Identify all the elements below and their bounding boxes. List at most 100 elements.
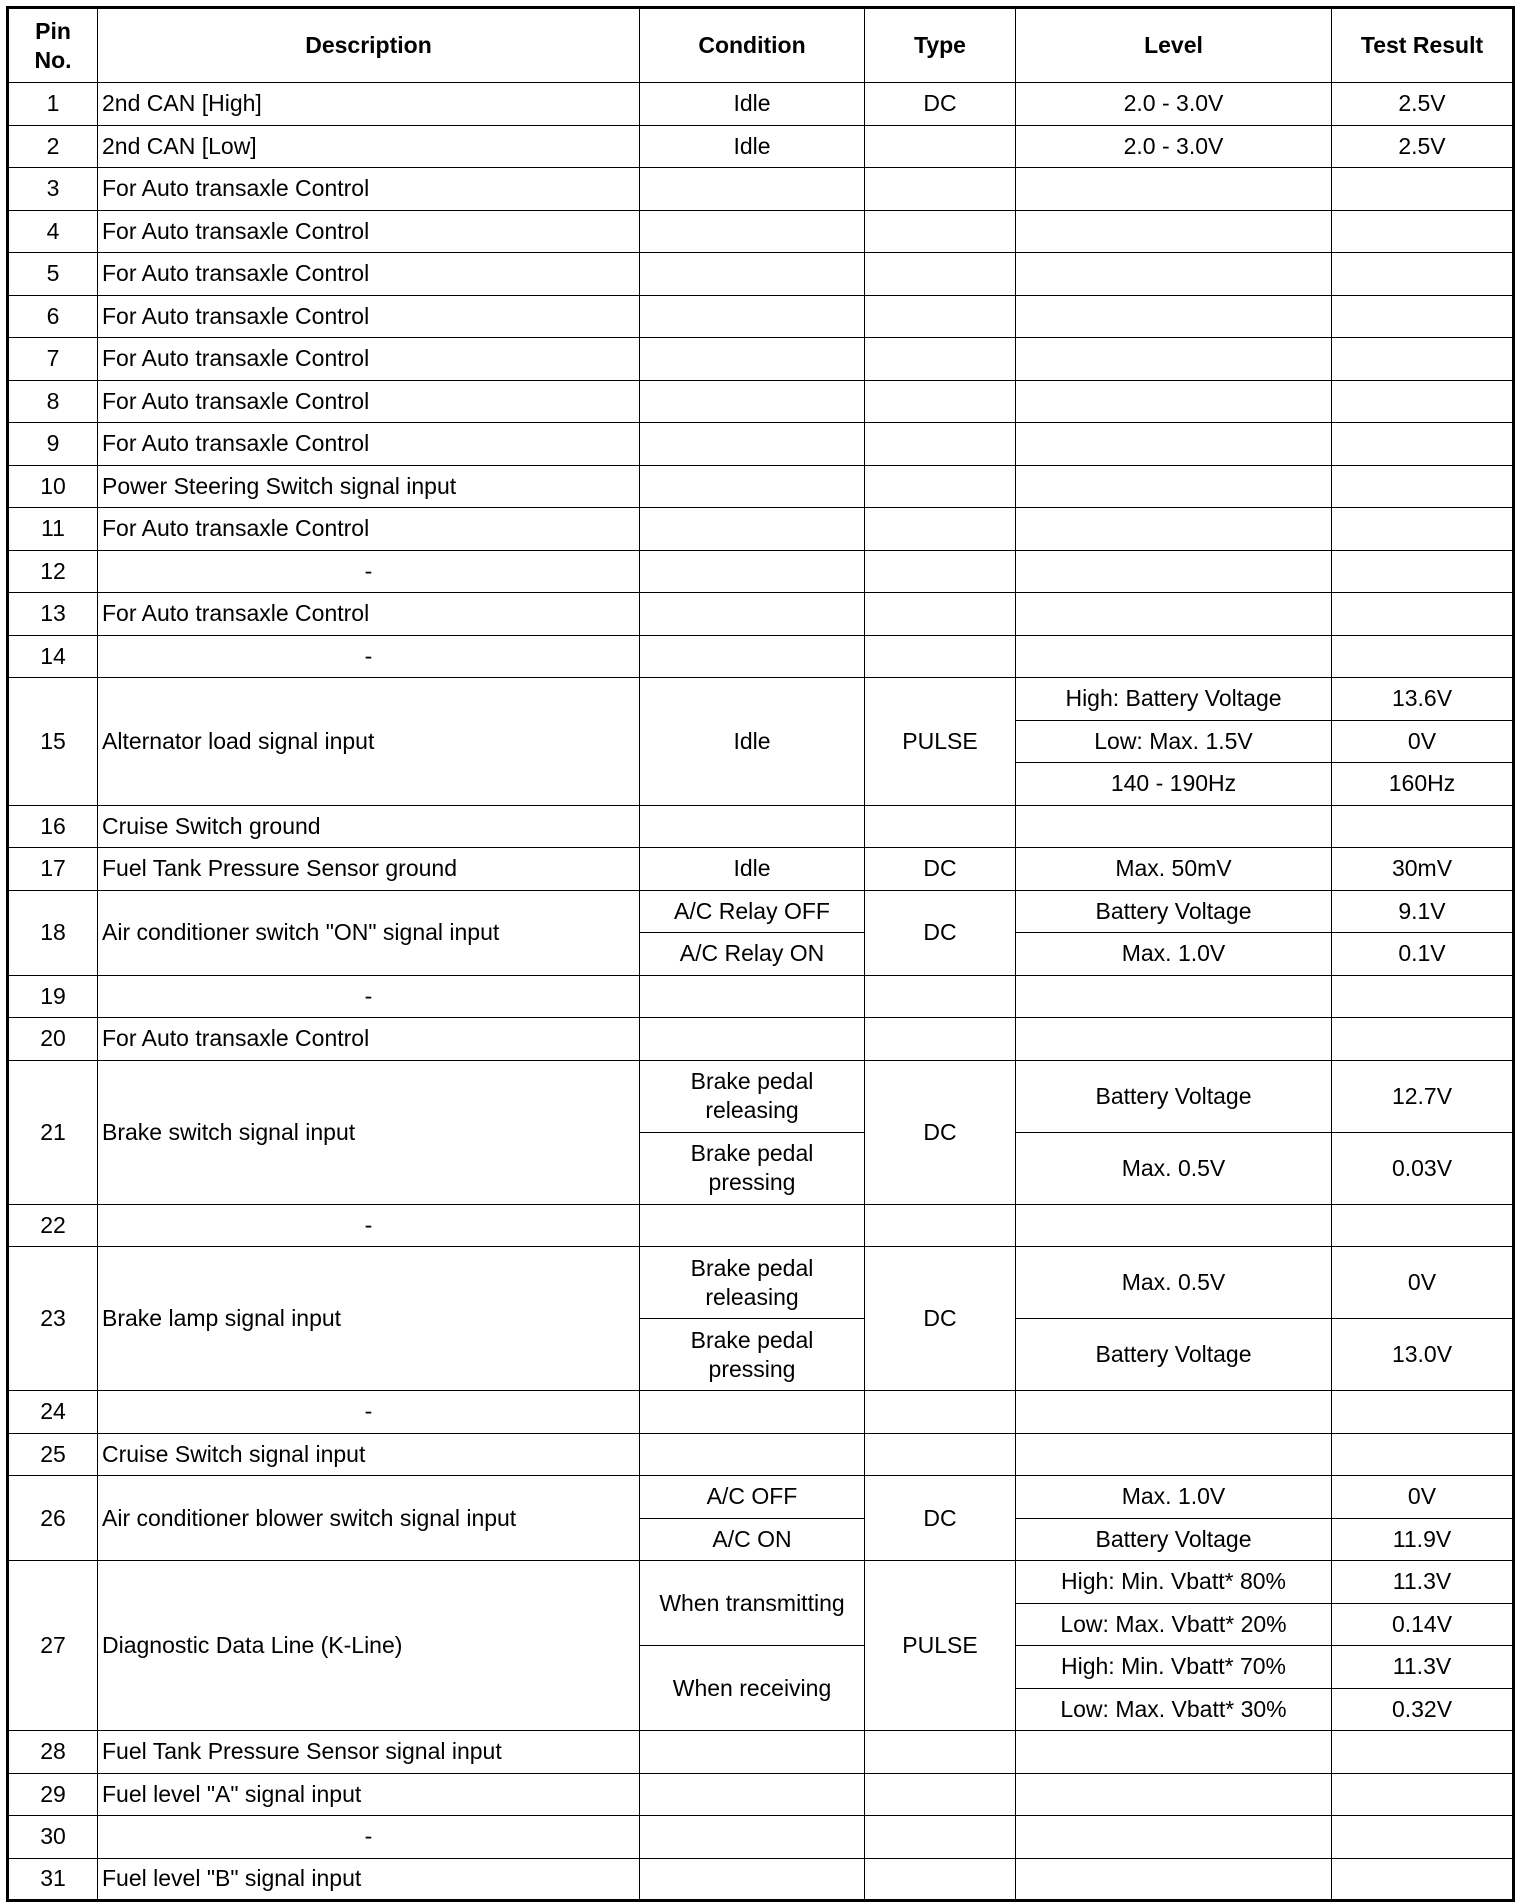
table-row: 15 Alternator load signal input Idle PULSE H…	[7, 677, 1514, 806]
level	[1015, 422, 1332, 466]
pin-number: 25	[7, 1432, 98, 1476]
signal-type: DC	[864, 889, 1016, 976]
condition: Brake pedal releasing	[639, 1246, 865, 1319]
level	[1015, 634, 1332, 678]
condition: When receiving	[639, 1645, 865, 1731]
test-result	[1331, 252, 1514, 296]
header-level: Level	[1015, 7, 1332, 83]
table-row: 4 For Auto transaxle Control	[7, 209, 1514, 253]
signal-type: PULSE	[864, 677, 1016, 806]
level: 2.0 - 3.0V	[1015, 124, 1332, 168]
condition	[639, 464, 865, 508]
signal-type	[864, 804, 1016, 848]
pin-description: Fuel level "B" signal input	[97, 1857, 640, 1901]
level: Battery Voltage	[1015, 1517, 1332, 1561]
header-condition: Condition	[639, 7, 865, 83]
level	[1015, 379, 1332, 423]
pin-description: Fuel level "A" signal input	[97, 1772, 640, 1816]
pin-description: Air conditioner switch "ON" signal input	[97, 889, 640, 976]
pin-number: 29	[7, 1772, 98, 1816]
pin-description: For Auto transaxle Control	[97, 252, 640, 296]
test-result: 30mV	[1331, 847, 1514, 891]
level	[1015, 294, 1332, 338]
test-result	[1331, 507, 1514, 551]
condition: When transmitting	[639, 1560, 865, 1646]
table-row: 3 For Auto transaxle Control	[7, 167, 1514, 211]
condition: Brake pedal releasing	[639, 1059, 865, 1133]
test-result: 11.3V	[1331, 1645, 1514, 1689]
condition	[639, 337, 865, 381]
signal-type: DC	[864, 82, 1016, 126]
condition	[639, 209, 865, 253]
signal-type	[864, 337, 1016, 381]
condition: Idle	[639, 847, 865, 891]
table-row: 23 Brake lamp signal input Brake pedal rel…	[7, 1246, 1514, 1391]
test-result: 11.9V	[1331, 1517, 1514, 1561]
level: Max. 50mV	[1015, 847, 1332, 891]
level	[1015, 804, 1332, 848]
pin-number: 10	[7, 464, 98, 508]
pin-number: 22	[7, 1203, 98, 1247]
condition: Idle	[639, 677, 865, 806]
pin-number: 31	[7, 1857, 98, 1901]
condition: Brake pedal pressing	[639, 1318, 865, 1391]
signal-type	[864, 124, 1016, 168]
condition	[639, 549, 865, 593]
test-result	[1331, 1772, 1514, 1816]
signal-type	[864, 634, 1016, 678]
table-subrow: When receiving High: Min. Vbatt* 70% 11.3V	[8, 1645, 1514, 1731]
test-result	[1331, 974, 1514, 1018]
pin-number: 20	[7, 1017, 98, 1061]
pin-number: 28	[7, 1730, 98, 1774]
table-row: 27 Diagnostic Data Line (K-Line) When tran…	[7, 1560, 1514, 1731]
condition	[639, 804, 865, 848]
signal-type	[864, 592, 1016, 636]
table-body: 1 2nd CAN [High] Idle DC 2.0 - 3.0V 2.5V 2 2nd …	[7, 82, 1514, 1901]
condition: Brake pedal pressing	[639, 1131, 865, 1205]
table-row: 6 For Auto transaxle Control	[7, 294, 1514, 338]
condition	[639, 1772, 865, 1816]
level	[1015, 209, 1332, 253]
pin-description: For Auto transaxle Control	[97, 507, 640, 551]
test-result: 11.3V	[1331, 1560, 1514, 1604]
level	[1015, 337, 1332, 381]
condition	[639, 252, 865, 296]
level	[1015, 507, 1332, 551]
header-pin-label: Pin No.	[34, 17, 72, 73]
signal-type	[864, 1772, 1016, 1816]
table-row: 2 2nd CAN [Low] Idle 2.0 - 3.0V 2.5V	[7, 124, 1514, 168]
level: Max. 1.0V	[1015, 1475, 1332, 1519]
table-row: 17 Fuel Tank Pressure Sensor ground Idle DC…	[7, 847, 1514, 891]
condition: A/C Relay OFF	[639, 889, 865, 933]
pin-description: Brake switch signal input	[97, 1059, 640, 1205]
condition: Idle	[639, 82, 865, 126]
pin-description: -	[97, 1390, 640, 1434]
level: 2.0 - 3.0V	[1015, 82, 1332, 126]
pin-description: For Auto transaxle Control	[97, 209, 640, 253]
header-result: Test Result	[1331, 7, 1514, 83]
test-result: 2.5V	[1331, 124, 1514, 168]
pin-number: 21	[7, 1059, 98, 1205]
signal-type: DC	[864, 1246, 1016, 1391]
pin-number: 15	[7, 677, 98, 806]
test-result: 0V	[1331, 1246, 1514, 1319]
signal-type	[864, 1203, 1016, 1247]
level: Low: Max. 1.5V	[1015, 719, 1332, 763]
pin-description: 2nd CAN [Low]	[97, 124, 640, 168]
test-result: 13.6V	[1331, 677, 1514, 721]
pin-description: -	[97, 1203, 640, 1247]
table-row: 21 Brake switch signal input Brake pedal r…	[7, 1059, 1514, 1205]
table-row: 11 For Auto transaxle Control	[7, 507, 1514, 551]
header-type: Type	[864, 7, 1016, 83]
pin-description: -	[97, 974, 640, 1018]
table-row: 14-	[7, 634, 1514, 678]
table-subrow: Low: Max. Vbatt* 30% 0.32V	[8, 1687, 1514, 1731]
table-row: 9 For Auto transaxle Control	[7, 422, 1514, 466]
signal-type	[864, 464, 1016, 508]
table-row: 24-	[7, 1390, 1514, 1434]
table-subrow: 140 - 190Hz 160Hz	[8, 762, 1514, 806]
table-subrow: A/C ON Battery Voltage 11.9V	[8, 1517, 1514, 1561]
test-result	[1331, 294, 1514, 338]
level: Battery Voltage	[1015, 1059, 1332, 1133]
condition	[639, 592, 865, 636]
